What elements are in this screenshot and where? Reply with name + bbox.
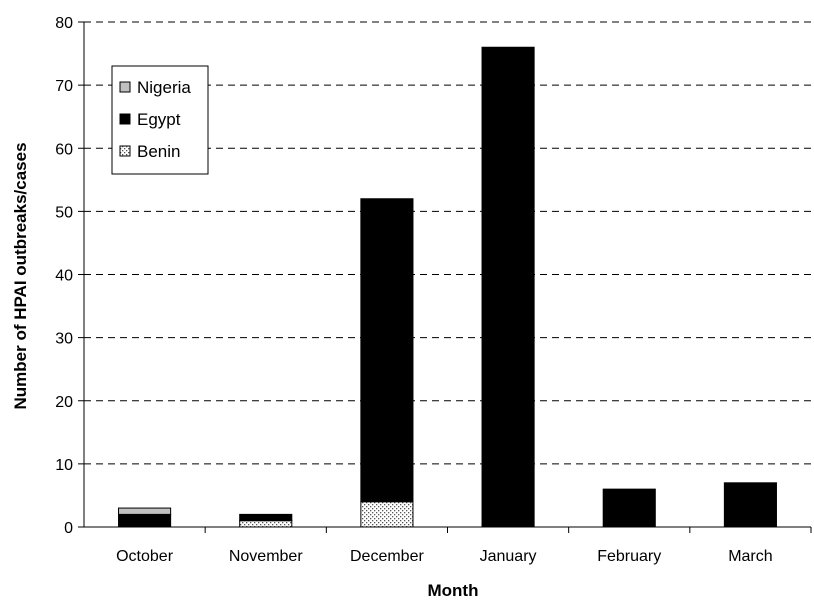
y-tick-label: 60 <box>55 141 73 158</box>
axes <box>78 21 812 533</box>
bar-egypt-march <box>723 482 777 528</box>
y-tick-label: 30 <box>55 331 73 348</box>
legend-label-egypt: Egypt <box>137 110 181 129</box>
y-tick-label: 40 <box>55 268 73 285</box>
legend-swatch-egypt <box>119 113 131 125</box>
legend-swatch-benin <box>119 145 131 157</box>
bar-benin-november <box>239 520 293 528</box>
x-tick-label: January <box>480 548 537 565</box>
y-tick-label: 20 <box>55 394 73 411</box>
legend-label-nigeria: Nigeria <box>137 78 191 97</box>
bar-benin-december <box>360 501 414 528</box>
bar-egypt-november <box>239 513 293 522</box>
legend-label-benin: Benin <box>137 142 180 161</box>
bar-egypt-february <box>602 488 656 528</box>
bar-egypt-october <box>118 513 172 528</box>
bar-nigeria-october <box>118 507 172 515</box>
y-tick-label: 10 <box>55 457 73 474</box>
x-axis-title: Month <box>428 581 479 600</box>
y-tick-labels: 0 10 20 30 40 50 60 70 80 <box>55 15 73 537</box>
x-tick-label: February <box>597 548 661 565</box>
y-tick-label: 80 <box>55 15 73 32</box>
legend: Nigeria Egypt Benin <box>111 65 209 175</box>
bars <box>118 46 777 528</box>
x-tick-labels: October November December January February Ma… <box>116 548 773 565</box>
x-tick-label: October <box>116 548 174 565</box>
y-tick-label: 70 <box>55 78 73 95</box>
bar-egypt-january <box>481 46 535 528</box>
bar-egypt-december <box>360 198 414 503</box>
x-tick-label: March <box>728 548 772 565</box>
legend-swatch-nigeria <box>119 81 131 93</box>
x-tick-label: November <box>229 548 303 565</box>
y-axis-title: Number of HPAI outbreaks/cases <box>11 142 30 409</box>
x-tick-label: December <box>350 548 424 565</box>
y-tick-label: 50 <box>55 204 73 221</box>
y-tick-label: 0 <box>64 520 73 537</box>
